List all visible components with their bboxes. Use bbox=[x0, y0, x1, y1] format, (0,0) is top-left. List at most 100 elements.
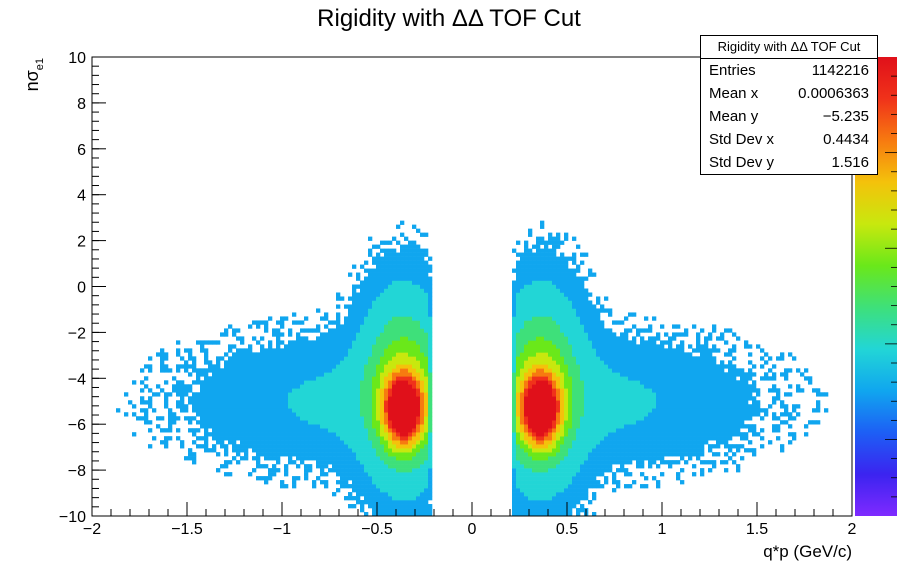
heatmap-cell bbox=[228, 384, 233, 389]
heatmap-cell bbox=[672, 448, 677, 453]
heatmap-cell bbox=[244, 376, 249, 381]
heatmap-cell bbox=[640, 336, 645, 341]
heatmap-cell bbox=[524, 324, 529, 329]
heatmap-cell bbox=[548, 352, 553, 357]
heatmap-cell bbox=[576, 424, 581, 429]
heatmap-cell bbox=[544, 432, 549, 437]
heatmap-cell bbox=[584, 276, 589, 281]
heatmap-cell bbox=[296, 456, 301, 461]
heatmap-cell bbox=[600, 348, 605, 353]
heatmap-cell bbox=[572, 292, 577, 297]
heatmap-cell bbox=[428, 296, 433, 301]
heatmap-cell bbox=[544, 408, 549, 413]
heatmap-cell bbox=[292, 340, 297, 345]
heatmap-cell bbox=[308, 392, 313, 397]
heatmap-cell bbox=[528, 364, 533, 369]
heatmap-cell bbox=[364, 456, 369, 461]
heatmap-cell bbox=[636, 456, 641, 461]
heatmap-cell bbox=[512, 464, 517, 469]
heatmap-cell bbox=[252, 444, 257, 449]
heatmap-cell bbox=[624, 484, 629, 489]
heatmap-cell bbox=[676, 360, 681, 365]
heatmap-cell bbox=[340, 352, 345, 357]
heatmap-cell bbox=[536, 296, 541, 301]
heatmap-cell bbox=[532, 408, 537, 413]
heatmap-cell bbox=[360, 396, 365, 401]
heatmap-cell bbox=[420, 352, 425, 357]
heatmap-cell bbox=[396, 504, 401, 509]
heatmap-cell bbox=[380, 356, 385, 361]
heatmap-cell bbox=[364, 484, 369, 489]
heatmap-cell bbox=[356, 344, 361, 349]
heatmap-cell bbox=[304, 432, 309, 437]
heatmap-cell bbox=[404, 484, 409, 489]
heatmap-cell bbox=[144, 412, 149, 417]
heatmap-cell bbox=[656, 400, 661, 405]
heatmap-cell bbox=[644, 404, 649, 409]
heatmap-cell bbox=[588, 464, 593, 469]
heatmap-cell bbox=[256, 380, 261, 385]
heatmap-cell bbox=[516, 384, 521, 389]
heatmap-cell bbox=[364, 408, 369, 413]
heatmap-cell bbox=[244, 428, 249, 433]
heatmap-cell bbox=[536, 480, 541, 485]
heatmap-cell bbox=[600, 404, 605, 409]
heatmap-cell bbox=[528, 476, 533, 481]
heatmap-cell bbox=[664, 348, 669, 353]
heatmap-cell bbox=[384, 500, 389, 505]
heatmap-cell bbox=[544, 272, 549, 277]
heatmap-cell bbox=[540, 448, 545, 453]
heatmap-cell bbox=[536, 236, 541, 241]
heatmap-cell bbox=[676, 368, 681, 373]
heatmap-cell bbox=[552, 356, 557, 361]
heatmap-cell bbox=[612, 400, 617, 405]
heatmap-cell bbox=[624, 344, 629, 349]
heatmap-cell bbox=[616, 460, 621, 465]
heatmap-cell bbox=[416, 244, 421, 249]
heatmap-cell bbox=[344, 328, 349, 333]
heatmap-cell bbox=[544, 292, 549, 297]
heatmap-cell bbox=[536, 320, 541, 325]
heatmap-cell bbox=[284, 360, 289, 365]
heatmap-cell bbox=[672, 356, 677, 361]
heatmap-cell bbox=[572, 432, 577, 437]
heatmap-cell bbox=[516, 504, 521, 509]
heatmap-cell bbox=[352, 504, 357, 509]
heatmap-cell bbox=[532, 260, 537, 265]
heatmap-cell bbox=[388, 272, 393, 277]
heatmap-cell bbox=[396, 308, 401, 313]
heatmap-cell bbox=[636, 364, 641, 369]
heatmap-cell bbox=[404, 412, 409, 417]
heatmap-cell bbox=[612, 320, 617, 325]
heatmap-cell bbox=[612, 340, 617, 345]
heatmap-cell bbox=[564, 336, 569, 341]
heatmap-cell bbox=[372, 372, 377, 377]
heatmap-cell bbox=[552, 484, 557, 489]
heatmap-cell bbox=[648, 416, 653, 421]
heatmap-cell bbox=[592, 344, 597, 349]
heatmap-cell bbox=[572, 316, 577, 321]
heatmap-cell bbox=[172, 412, 177, 417]
heatmap-cell bbox=[548, 284, 553, 289]
heatmap-cell bbox=[408, 488, 413, 493]
heatmap-cell bbox=[596, 344, 601, 349]
heatmap-cell bbox=[380, 372, 385, 377]
heatmap-cell bbox=[568, 388, 573, 393]
heatmap-cell bbox=[328, 380, 333, 385]
heatmap-cell bbox=[312, 364, 317, 369]
heatmap-cell bbox=[356, 392, 361, 397]
heatmap-cell bbox=[256, 428, 261, 433]
heatmap-cell bbox=[540, 420, 545, 425]
heatmap-cell bbox=[560, 380, 565, 385]
heatmap-cell bbox=[600, 304, 605, 309]
heatmap-cell bbox=[696, 448, 701, 453]
heatmap-cell bbox=[196, 380, 201, 385]
heatmap-cell bbox=[524, 340, 529, 345]
heatmap-cell bbox=[196, 376, 201, 381]
heatmap-cell bbox=[344, 348, 349, 353]
heatmap-cell bbox=[256, 444, 261, 449]
heatmap-cell bbox=[276, 432, 281, 437]
heatmap-cell bbox=[536, 492, 541, 497]
heatmap-cell bbox=[568, 328, 573, 333]
heatmap-cell bbox=[248, 444, 253, 449]
